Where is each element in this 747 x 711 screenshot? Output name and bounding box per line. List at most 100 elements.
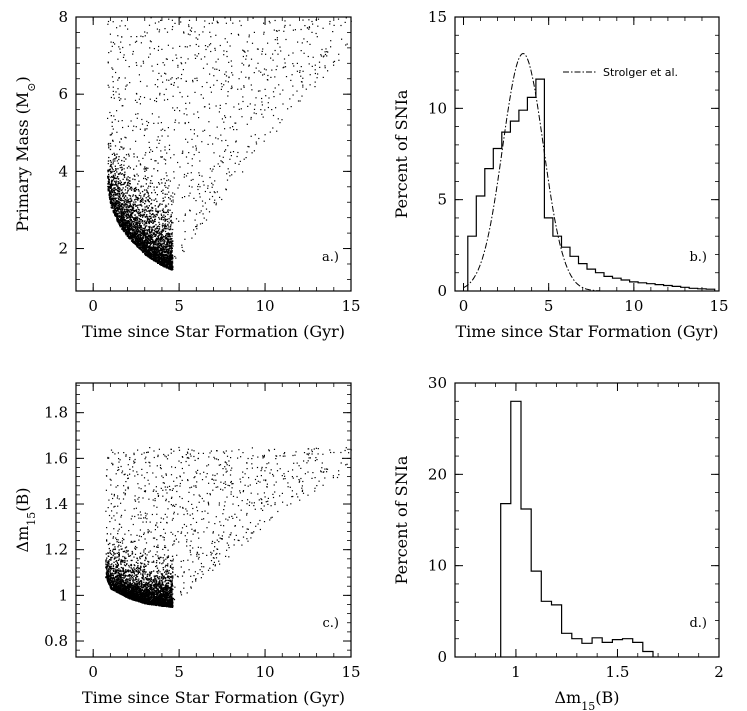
scatter-point	[115, 169, 117, 171]
scatter-point	[213, 165, 215, 167]
scatter-point	[157, 252, 159, 254]
scatter-point	[127, 184, 129, 186]
scatter-point	[153, 248, 156, 250]
scatter-point	[136, 210, 138, 213]
scatter-point	[158, 256, 160, 258]
scatter-point	[156, 260, 158, 262]
scatter-point	[314, 69, 316, 71]
scatter-point	[121, 228, 123, 230]
scatter-point	[272, 91, 275, 93]
scatter-point	[134, 238, 136, 240]
scatter-point	[171, 263, 173, 265]
scatter-point	[145, 253, 148, 256]
scatter-point	[195, 213, 198, 215]
scatter-point	[155, 198, 157, 200]
scatter-point	[144, 246, 146, 248]
scatter-point	[152, 245, 154, 247]
scatter-point	[209, 73, 211, 75]
scatter-point	[159, 210, 161, 212]
scatter-point	[191, 186, 193, 188]
scatter-point	[172, 196, 174, 198]
scatter-point	[259, 90, 261, 92]
scatter-point	[251, 42, 254, 44]
histogram-bar	[621, 280, 630, 291]
scatter-point	[160, 263, 162, 266]
scatter-point	[109, 142, 112, 145]
scatter-point	[143, 240, 145, 243]
scatter-point	[171, 203, 173, 206]
scatter-point	[143, 579, 145, 581]
scatter-point	[144, 230, 146, 232]
scatter-point	[126, 230, 128, 232]
scatter-point	[150, 202, 153, 205]
scatter-point	[207, 46, 209, 48]
scatter-point	[161, 156, 163, 158]
scatter-point	[157, 225, 160, 227]
scatter-point	[116, 184, 118, 186]
scatter-point	[144, 206, 146, 208]
scatter-point	[126, 197, 128, 199]
scatter-point	[169, 234, 171, 236]
scatter-point	[123, 174, 125, 176]
scatter-point	[110, 165, 112, 167]
scatter-point	[114, 119, 116, 121]
scatter-point	[127, 181, 129, 184]
scatter-point	[162, 81, 164, 83]
scatter-point	[165, 259, 168, 261]
scatter-point	[112, 200, 114, 202]
scatter-point	[115, 180, 118, 182]
scatter-point	[311, 20, 313, 23]
scatter-point	[120, 210, 122, 212]
scatter-point	[146, 243, 148, 245]
scatter-point	[136, 197, 138, 199]
scatter-point	[116, 160, 118, 162]
scatter-point	[208, 22, 210, 25]
scatter-point	[258, 137, 260, 140]
scatter-point	[156, 200, 158, 203]
scatter-point	[153, 255, 155, 257]
scatter-point	[140, 229, 142, 231]
scatter-point	[240, 88, 242, 90]
scatter-point	[169, 235, 171, 238]
scatter-point	[222, 162, 224, 164]
scatter-point	[185, 108, 187, 110]
scatter-point	[145, 169, 148, 171]
scatter-point	[193, 129, 195, 131]
scatter-point	[152, 247, 154, 249]
scatter-point	[137, 230, 139, 232]
scatter-point	[308, 26, 310, 28]
scatter-point	[118, 173, 121, 175]
scatter-point	[128, 155, 130, 157]
scatter-point	[224, 128, 226, 130]
scatter-point	[177, 77, 179, 79]
scatter-point	[109, 551, 111, 553]
scatter-point	[164, 196, 166, 198]
scatter-point	[188, 195, 190, 197]
scatter-point	[124, 98, 126, 100]
scatter-point	[204, 106, 206, 108]
scatter-point	[120, 212, 123, 214]
scatter-point	[107, 186, 110, 188]
scatter-point	[123, 228, 125, 230]
scatter-point	[199, 186, 201, 188]
scatter-point	[155, 234, 157, 236]
scatter-point	[172, 199, 174, 201]
scatter-point	[110, 187, 112, 189]
scatter-point	[314, 72, 316, 75]
scatter-point	[153, 240, 155, 243]
panel-c-scatter-dm15-vs-time: 0 5 10 150.811.21.41.61.8 c.) Time since St…	[13, 382, 361, 707]
scatter-point	[173, 129, 175, 131]
scatter-point	[122, 105, 124, 107]
scatter-point	[117, 204, 119, 206]
scatter-point	[118, 210, 120, 212]
scatter-point	[160, 253, 163, 255]
panel-c-points	[105, 446, 352, 608]
scatter-point	[225, 189, 227, 191]
scatter-point	[162, 219, 165, 221]
scatter-point	[142, 586, 144, 588]
scatter-point	[118, 182, 120, 184]
scatter-point	[245, 58, 247, 60]
scatter-point	[144, 226, 146, 228]
scatter-point	[138, 212, 141, 214]
scatter-point	[166, 240, 169, 242]
